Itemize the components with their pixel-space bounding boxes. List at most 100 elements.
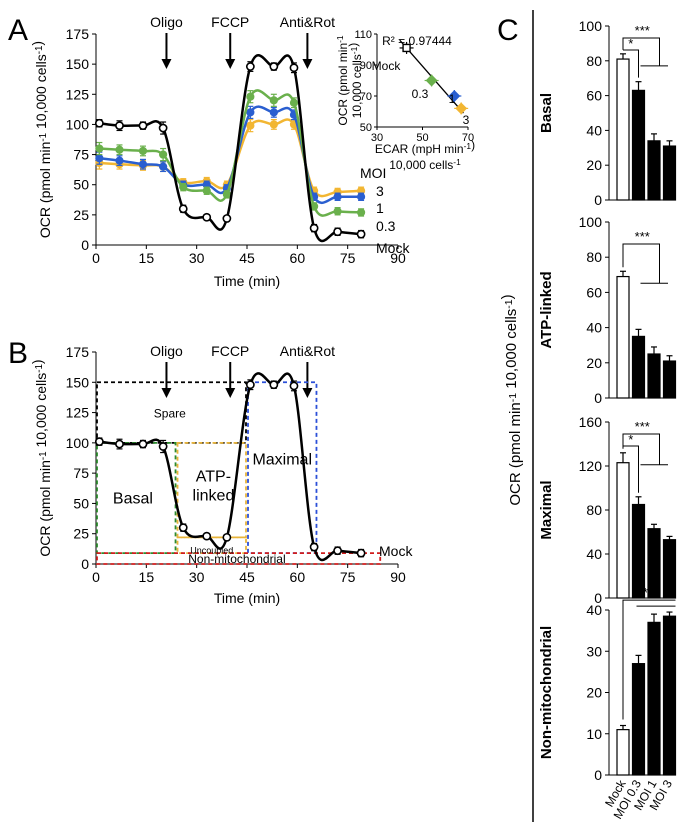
y-tick-label: 100 (66, 435, 90, 451)
c-y-tick-label: 40 (586, 122, 602, 138)
c-y-tick-label: 60 (586, 284, 602, 300)
bar (631, 89, 646, 201)
data-point (289, 381, 299, 391)
arrow-head (161, 59, 172, 69)
data-point (222, 532, 232, 542)
data-point (246, 92, 255, 101)
inset-y-tick-label: 50 (360, 122, 372, 134)
x-tick-label: 30 (189, 250, 205, 266)
x-tick-label: 15 (139, 250, 155, 266)
inset-y-axis-label-2: 10,000 cells-1) (346, 43, 364, 119)
data-point (202, 212, 212, 222)
injection-label: Anti&Rot (280, 14, 335, 30)
data-point (202, 186, 211, 195)
data-point (94, 437, 104, 447)
arrow-head (225, 59, 236, 69)
sig-bracket (622, 37, 660, 66)
region-label-basal: Basal (113, 490, 153, 507)
panel-letter-a: A (8, 14, 28, 47)
sig-mark-small: * (628, 432, 633, 447)
legend-title: MOI (360, 165, 386, 181)
data-point (245, 62, 255, 71)
y-tick-label: 25 (73, 207, 89, 223)
panel-letter-b: B (8, 337, 28, 370)
x-tick-label: 90 (390, 569, 406, 585)
region-box (96, 552, 382, 565)
data-point (158, 123, 168, 133)
y-tick-label: 0 (81, 237, 89, 253)
inset-x-axis-label: ECAR (mpH min-1) (375, 138, 475, 156)
c-y-tick-label: 80 (586, 53, 602, 69)
legend-entry: 0.3 (376, 218, 396, 234)
inset-y-axis-label: OCR (pmol min-1 (335, 35, 350, 125)
y-tick-label: 25 (73, 526, 89, 542)
x-tick-label: 30 (189, 569, 205, 585)
x-tick-label: 90 (390, 250, 406, 266)
inset-label-mock: Mock (372, 59, 402, 73)
y-tick-label: 100 (66, 116, 90, 132)
data-point (269, 96, 278, 105)
c-y-axis-label: OCR (pmol min-1 10,000 cells-1) (499, 294, 524, 505)
data-point (138, 439, 148, 449)
sig-mark: *** (633, 585, 648, 600)
bar (662, 145, 677, 201)
data-point (222, 214, 232, 223)
bar (631, 335, 646, 399)
bar (647, 353, 661, 399)
x-tick-label: 15 (139, 569, 155, 585)
c-y-tick-label: 160 (579, 414, 603, 430)
region-label-maximal: Maximal (252, 452, 312, 469)
injection-label: Oligo (150, 14, 183, 30)
injection-label: Oligo (150, 343, 183, 359)
inset-label-0-3: 0.3 (412, 87, 429, 101)
c-y-tick-label: 40 (586, 546, 602, 562)
data-point (245, 380, 255, 390)
legend-entry: Mock (376, 240, 410, 256)
series-line (99, 54, 362, 243)
panel-letter-c: C (497, 14, 519, 47)
region-label-spare: Spare (154, 407, 186, 421)
data-point (158, 442, 168, 451)
series-line (99, 372, 362, 562)
data-point (138, 146, 148, 156)
inset-x-axis-label-2: 10,000 cells-1 (389, 157, 461, 172)
series-label-mock: Mock (379, 543, 413, 559)
y-tick-label: 75 (73, 147, 89, 163)
x-tick-label: 75 (340, 250, 356, 266)
region-label-uncoupled: Uncoupled (190, 546, 233, 556)
y-tick-label: 50 (73, 177, 89, 193)
inset-point (455, 102, 468, 115)
data-point (115, 145, 124, 154)
y-tick-label: 125 (66, 86, 90, 102)
bar (662, 360, 677, 399)
inset-x-tick-label: 30 (371, 132, 383, 144)
data-point (246, 108, 255, 117)
x-tick-label: 75 (340, 569, 356, 585)
x-tick-label: 45 (239, 569, 255, 585)
arrow-head (161, 388, 172, 398)
region-label-atp: ATP- (196, 469, 231, 486)
inset-point (448, 90, 461, 102)
c-y-tick-label: 0 (594, 590, 602, 606)
region-label-atp-2: linked (193, 488, 235, 505)
data-point (269, 62, 279, 71)
data-point (138, 160, 148, 169)
y-tick-label: 125 (66, 405, 90, 421)
inset-x-tick-label: 70 (462, 132, 474, 144)
data-point (246, 121, 255, 130)
data-point (333, 192, 342, 201)
c-y-tick-label: 20 (586, 355, 602, 371)
c-y-tick-label: 0 (594, 192, 602, 208)
data-point (269, 108, 278, 117)
bar (662, 615, 677, 776)
y-tick-label: 75 (73, 465, 89, 481)
injection-label: Anti&Rot (280, 343, 335, 359)
data-point (202, 531, 212, 541)
x-tick-label: 0 (92, 569, 100, 585)
c-subplot-title: Non-mitochondrial (538, 626, 555, 759)
region-box (176, 441, 247, 539)
inset-point (425, 74, 438, 87)
c-y-tick-label: 20 (586, 685, 602, 701)
